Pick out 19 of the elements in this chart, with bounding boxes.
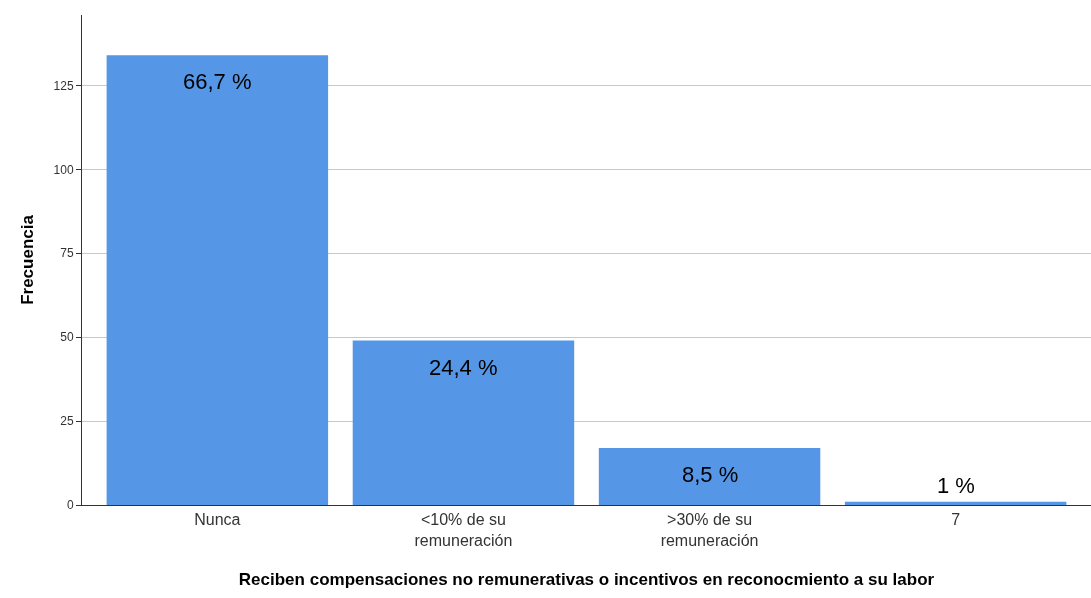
x-axis-title: Reciben compensaciones no remunerativas o incentivos en reconocmiento a su labor	[238, 570, 935, 590]
annotation: 66,7 %	[183, 69, 252, 94]
bar	[352, 340, 575, 505]
x-tick-label: <10% de su remuneración	[414, 511, 513, 549]
bar	[598, 447, 821, 505]
x-tick-label: >30% de su remuneración	[660, 511, 759, 549]
y-tick-label: 50	[60, 330, 74, 345]
x-tick-label: 7	[951, 511, 961, 529]
annotation: 1 %	[937, 473, 975, 498]
bar	[106, 55, 329, 505]
y-tick-label: 0	[66, 498, 74, 513]
y-axis-title: Frecuencia	[18, 214, 38, 305]
x-tick-label: Nunca	[194, 511, 241, 529]
annotation: 8,5 %	[682, 462, 739, 487]
y-tick-label: 25	[60, 414, 74, 429]
annotation: 24,4 %	[429, 355, 498, 380]
y-tick-label: 75	[60, 246, 74, 261]
y-tick-label: 125	[53, 78, 74, 93]
y-tick-label: 100	[53, 162, 74, 177]
